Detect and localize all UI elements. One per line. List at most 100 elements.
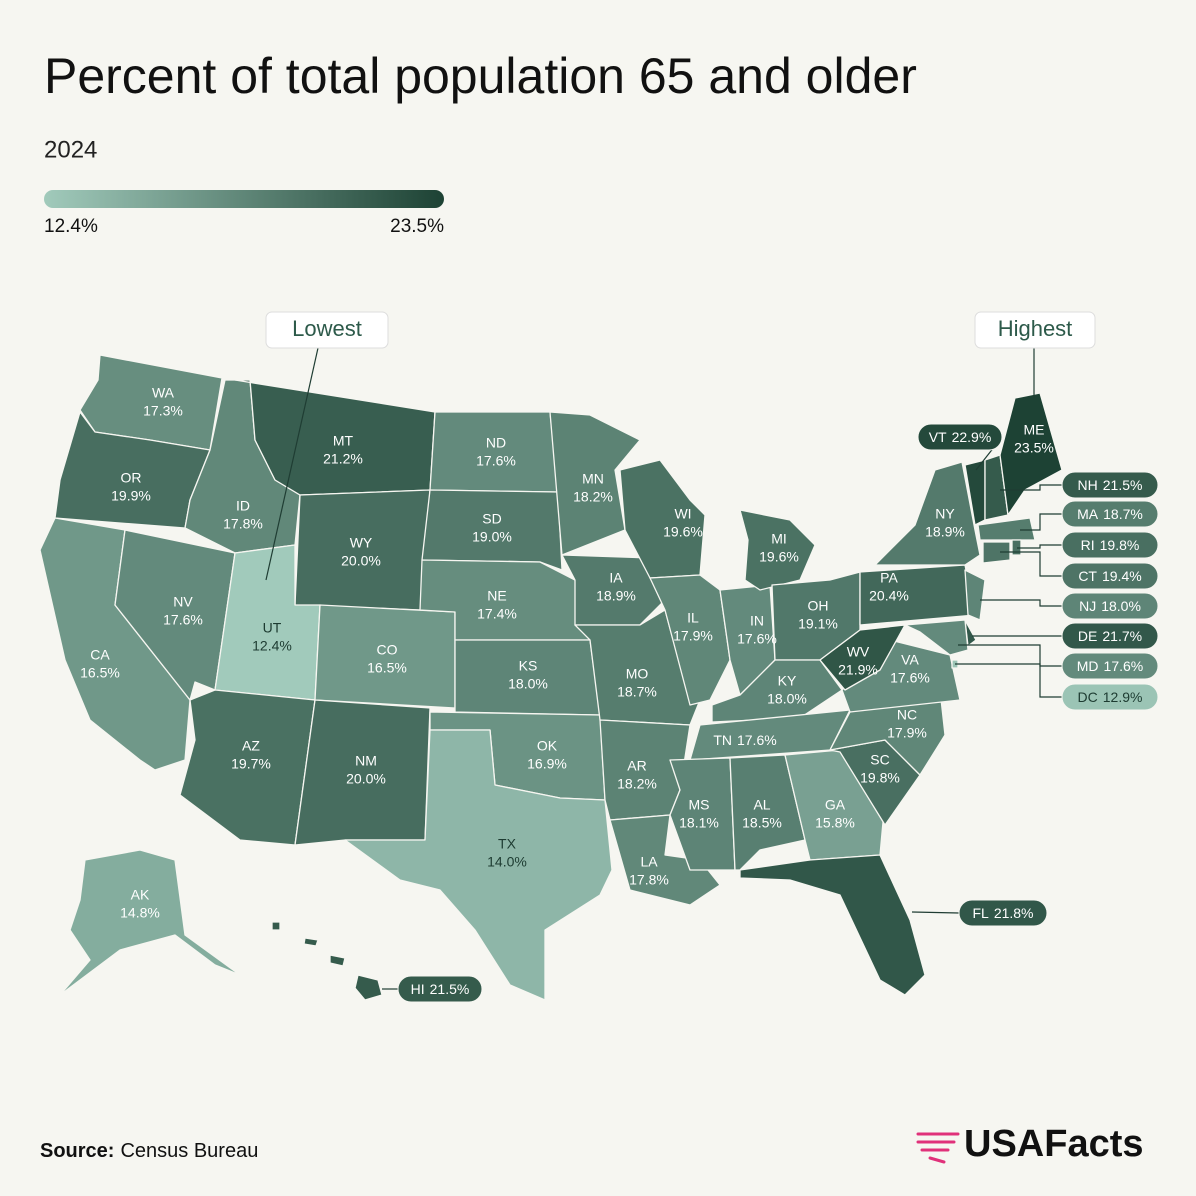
state [619, 459, 706, 579]
state-name: FL [972, 905, 989, 921]
label-pill [958, 899, 1048, 927]
state [999, 392, 1063, 516]
state-value: 18.0% [767, 691, 807, 707]
state [271, 921, 281, 931]
state-value: 17.6% [890, 670, 930, 686]
state-value: 16.5% [80, 665, 120, 681]
states [39, 354, 1063, 1001]
annotation-leader [265, 347, 319, 581]
state-name: NV [173, 594, 193, 610]
state-name: CT [1078, 568, 1097, 584]
state-value: 18.9% [925, 524, 965, 540]
label-pill [1061, 500, 1159, 528]
state-value: 19.1% [798, 616, 838, 632]
state-name: TN [713, 732, 732, 748]
state-value: 18.7% [617, 684, 657, 700]
state-value: 17.9% [887, 725, 927, 741]
state [739, 854, 926, 996]
state-label: VT 22.9% [929, 429, 992, 445]
state-name: LA [640, 854, 658, 870]
state-name: IA [609, 570, 623, 586]
state-value: 20.4% [869, 588, 909, 604]
state [303, 937, 319, 947]
state-label: RI 19.8% [1081, 537, 1140, 553]
state-value: 20.0% [346, 771, 386, 787]
state-value: 18.0% [508, 676, 548, 692]
state-name: WV [847, 644, 870, 660]
leader-line [1017, 544, 1062, 549]
leader-line [955, 663, 1062, 698]
label-pill [1061, 562, 1159, 590]
state-label: NJ 18.0% [1079, 598, 1141, 614]
state [977, 517, 1036, 541]
state-name: CA [90, 647, 110, 663]
state [609, 814, 721, 906]
title: Percent of total population 65 and older [44, 48, 917, 104]
state-name: DE [1078, 628, 1097, 644]
state-name: ND [486, 435, 506, 451]
leader-line [958, 644, 1062, 667]
subtitle: 2024 [44, 136, 97, 163]
state-name: RI [1081, 537, 1095, 553]
state-value: 19.7% [231, 756, 271, 772]
state-name: MS [689, 797, 710, 813]
state-name: VT [929, 429, 947, 445]
state [982, 541, 1011, 564]
state-name: TX [498, 836, 517, 852]
state-name: NJ [1079, 598, 1096, 614]
label-pill [1061, 471, 1159, 499]
state-name: NE [487, 588, 506, 604]
state-value: 18.0% [1101, 598, 1141, 614]
state-label: DE 21.7% [1078, 628, 1142, 644]
state-name: DC [1078, 689, 1098, 705]
label-pill [1061, 592, 1159, 620]
state-value: 15.8% [815, 815, 855, 831]
label-pill [1061, 683, 1159, 711]
state-value: 17.6% [476, 453, 516, 469]
state-value: 18.1% [679, 815, 719, 831]
state-value: 21.5% [1103, 477, 1143, 493]
state-label: HI 21.5% [411, 981, 470, 997]
state-label: FL 21.8% [972, 905, 1033, 921]
state-value: 18.5% [742, 815, 782, 831]
state [344, 729, 613, 1001]
state-value: 17.4% [477, 606, 517, 622]
state-value: 17.8% [629, 872, 669, 888]
state [329, 954, 346, 967]
state-name: HI [411, 981, 425, 997]
state-name: KS [519, 658, 538, 674]
leader-line [980, 599, 1062, 607]
state-name: ME [1024, 422, 1045, 438]
state-value: 14.0% [487, 854, 527, 870]
state-name: IL [687, 610, 699, 626]
state-value: 12.9% [1103, 689, 1143, 705]
state-name: GA [825, 797, 846, 813]
state-value: 12.4% [252, 638, 292, 654]
state-name: OK [537, 738, 558, 754]
state-value: 21.8% [994, 905, 1034, 921]
state-label: MD 17.6% [1077, 658, 1143, 674]
state [964, 569, 986, 621]
state-value: 16.9% [527, 756, 567, 772]
state-value: 21.2% [323, 451, 363, 467]
label-pill [397, 975, 483, 1003]
state-name: NM [355, 753, 377, 769]
state-label: TN 17.6% [713, 732, 776, 748]
state-value: 17.6% [1104, 658, 1144, 674]
state [421, 489, 563, 571]
state-value: 22.9% [952, 429, 992, 445]
state-value: 17.6% [737, 631, 777, 647]
state-name: AK [131, 887, 150, 903]
state-name: OR [121, 470, 142, 486]
state-label: CT 19.4% [1078, 568, 1141, 584]
annotation-box [265, 311, 389, 349]
state-value: 17.6% [737, 732, 777, 748]
state [819, 624, 906, 691]
state-value: 17.8% [223, 516, 263, 532]
colorbar [44, 190, 444, 208]
state-name: AZ [242, 738, 260, 754]
state [711, 659, 843, 723]
state-name: VA [901, 652, 919, 668]
